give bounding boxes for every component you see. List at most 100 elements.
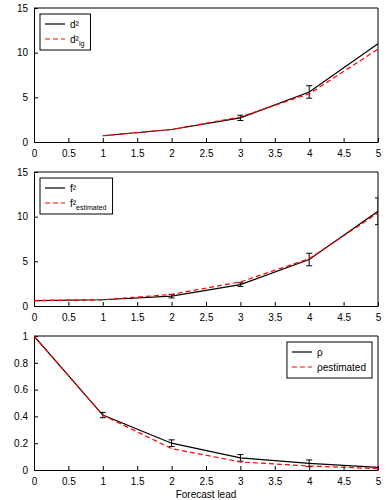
y-tick: 10 [17, 47, 38, 58]
y-tick-mark [34, 443, 38, 444]
x-tick-mark [68, 466, 69, 470]
x-tick-label: 1.5 [131, 312, 145, 323]
x-tick-label: 4.5 [337, 312, 351, 323]
error-bar-stem [240, 455, 241, 462]
y-tick-mark [34, 470, 38, 471]
legend-box [287, 342, 372, 378]
x-tick-label: 1 [101, 148, 107, 159]
plot-background [34, 8, 378, 142]
panel: 00.511.522.533.544.5500.20.40.60.81ρρest… [14, 331, 382, 500]
y-tick-label: 0.6 [14, 384, 28, 395]
y-axis-line [34, 337, 35, 471]
y-axis: 00.20.40.60.81 [14, 331, 38, 476]
frame [378, 336, 379, 470]
x-tick-label: 2 [169, 148, 175, 159]
frame [378, 172, 379, 306]
x-tick-label: 4 [307, 312, 313, 323]
x-tick-label: 5 [376, 476, 382, 487]
legend-label: f²estimated [70, 198, 107, 211]
error-bar [306, 253, 312, 266]
x-tick-label: 3.5 [268, 148, 282, 159]
x-axis: 00.511.522.533.544.55 [32, 302, 382, 323]
x-tick: 1.5 [131, 466, 145, 487]
plot-area [34, 336, 378, 469]
y-tick-label: 0 [22, 465, 28, 476]
error-bar [237, 455, 243, 462]
x-tick: 0.5 [62, 302, 76, 323]
y-tick-mark [34, 306, 38, 307]
x-tick: 4 [307, 138, 313, 159]
x-tick: 4.5 [337, 302, 351, 323]
x-tick-mark [344, 466, 345, 470]
legend-label: ρ [317, 347, 323, 358]
y-tick: 0 [22, 137, 38, 148]
legend-swatch [45, 187, 65, 188]
x-tick: 2.5 [200, 138, 214, 159]
series-line [34, 213, 378, 301]
error-bar-cap [237, 286, 243, 287]
y-axis: 051015 [17, 167, 38, 312]
x-tick-mark [172, 138, 173, 142]
y-tick: 0.8 [14, 358, 38, 369]
legend-label: f² [70, 183, 77, 194]
error-bar [237, 283, 243, 287]
plot-area [103, 44, 378, 136]
y-axis-line [34, 173, 35, 307]
y-tick-label: 0 [22, 137, 28, 148]
x-tick-label: 3.5 [268, 476, 282, 487]
x-tick-mark [103, 466, 104, 470]
legend-swatch [45, 23, 65, 24]
x-tick-label: 2 [169, 476, 175, 487]
legend-box [40, 14, 90, 50]
error-bar-stem [309, 253, 310, 266]
x-tick-mark [206, 466, 207, 470]
x-tick: 1.5 [131, 302, 145, 323]
series-line [34, 211, 378, 300]
x-tick-label: 2.5 [200, 148, 214, 159]
y-tick: 10 [17, 211, 38, 222]
y-tick-label: 5 [22, 256, 28, 267]
x-tick-label: 5 [376, 312, 382, 323]
x-tick-label: 2.5 [200, 312, 214, 323]
y-tick: 5 [22, 256, 38, 267]
x-tick: 3 [238, 138, 244, 159]
error-bar-cap [237, 282, 243, 283]
x-tick-label: 0 [32, 312, 38, 323]
y-tick-label: 0 [22, 301, 28, 312]
error-bar-cap [306, 98, 312, 99]
x-tick-label: 0 [32, 148, 38, 159]
x-tick: 1 [101, 138, 107, 159]
x-axis: 00.511.522.533.544.55 [32, 466, 382, 487]
legend-swatch [292, 366, 312, 367]
x-tick-mark [68, 138, 69, 142]
x-axis-line [35, 142, 379, 143]
x-tick-mark [275, 138, 276, 142]
x-tick: 2.5 [200, 466, 214, 487]
legend: f² f²estimated [40, 178, 113, 214]
x-tick-mark [206, 302, 207, 306]
x-tick-label: 4.5 [337, 476, 351, 487]
error-bar [306, 86, 312, 99]
frame [378, 8, 379, 142]
y-tick-label: 10 [17, 47, 29, 58]
x-tick-mark [344, 302, 345, 306]
x-tick-mark [309, 302, 310, 306]
legend-box [40, 178, 113, 214]
x-tick-mark [137, 302, 138, 306]
x-tick: 4.5 [337, 466, 351, 487]
x-tick: 3.5 [268, 138, 282, 159]
x-tick-label: 0.5 [62, 148, 76, 159]
x-tick-label: 2 [169, 312, 175, 323]
x-tick: 3.5 [268, 466, 282, 487]
y-axis-line [34, 9, 35, 143]
x-tick: 0.5 [62, 466, 76, 487]
x-tick-mark [275, 302, 276, 306]
error-bar-cap [306, 459, 312, 460]
legend-swatch [292, 351, 312, 352]
error-bar-cap [169, 297, 175, 298]
error-bar-stem [171, 440, 172, 447]
x-tick: 2.5 [200, 302, 214, 323]
x-tick-label: 3.5 [268, 312, 282, 323]
x-tick-mark [309, 138, 310, 142]
y-tick-mark [34, 53, 38, 54]
